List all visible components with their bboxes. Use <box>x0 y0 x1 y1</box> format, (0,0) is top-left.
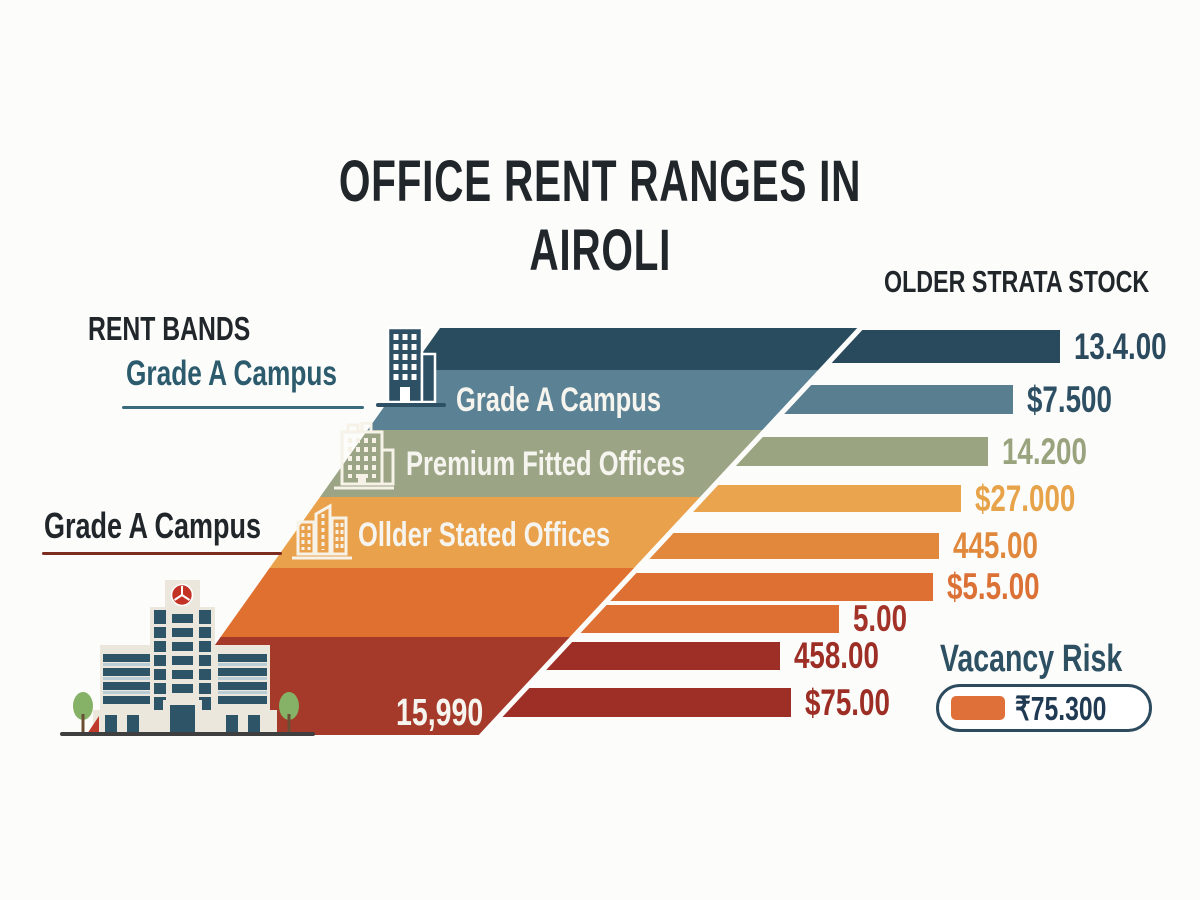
stock-bar-value-3: 14.200 <box>1002 430 1087 472</box>
grade-a-campus-black-label: Grade A Campus <box>44 505 262 546</box>
older-strata-stock-header: OLDER STRATA STOCK <box>884 264 1150 299</box>
grade-a-campus-teal-label: Grade A Campus <box>126 354 338 393</box>
teal-underline <box>122 406 364 409</box>
vacancy-badge-value: ₹75.300 <box>1015 689 1107 727</box>
rent-band-segment-3 <box>320 430 763 497</box>
stock-bar-3 <box>735 437 988 466</box>
stock-bar-value-7: 5.00 <box>853 598 908 639</box>
building-icon <box>376 326 446 407</box>
stock-bar-2 <box>784 385 1013 414</box>
buildings-icon <box>292 503 352 560</box>
maroon-underline <box>42 552 282 555</box>
stock-bar-value-1: 13.4.00 <box>1074 325 1167 367</box>
stock-bar-8 <box>546 642 780 670</box>
band-label-premium-fitted-offices: Premium Fitted Offices <box>406 445 686 483</box>
stock-bar-1 <box>831 330 1060 363</box>
stock-bar-4 <box>693 485 961 512</box>
stock-bar-value-5: 445.00 <box>953 525 1038 566</box>
page-title-line2: AIROLI <box>529 218 671 283</box>
rent-band-segment-1 <box>410 328 858 370</box>
vacancy-swatch-icon <box>951 696 1006 720</box>
page-title-line1: OFFICE RENT RANGES IN <box>338 149 862 214</box>
rent-band-segment-4 <box>269 497 701 568</box>
vacancy-risk-title: Vacancy Risk <box>940 638 1123 680</box>
stock-bar-value-9: $75.00 <box>805 681 890 723</box>
rent-band-segment-5 <box>220 568 635 637</box>
band-label-grade-a-campus: Grade A Campus <box>456 381 661 419</box>
stock-bar-value-4: $27.000 <box>975 477 1076 519</box>
stock-bar-5 <box>649 533 939 559</box>
band-label-15990: 15,990 <box>396 692 484 734</box>
rent-band-segment-2 <box>367 370 819 430</box>
rent-bands-label: RENT BANDS <box>88 310 251 347</box>
stock-bar-value-6: $5.5.00 <box>947 566 1040 607</box>
building-icon <box>334 422 395 490</box>
band-label-ollder-stated-offices: Ollder Stated Offices <box>358 516 611 554</box>
stock-bar-9 <box>502 688 791 717</box>
stock-bar-value-8: 458.00 <box>794 635 879 676</box>
vacancy-risk-badge: ₹75.300 <box>936 684 1152 732</box>
stock-bar-7 <box>580 605 839 633</box>
office-building-illustration <box>60 580 315 736</box>
stock-bar-value-2: $7.500 <box>1027 378 1112 420</box>
stock-bar-6 <box>610 573 933 601</box>
